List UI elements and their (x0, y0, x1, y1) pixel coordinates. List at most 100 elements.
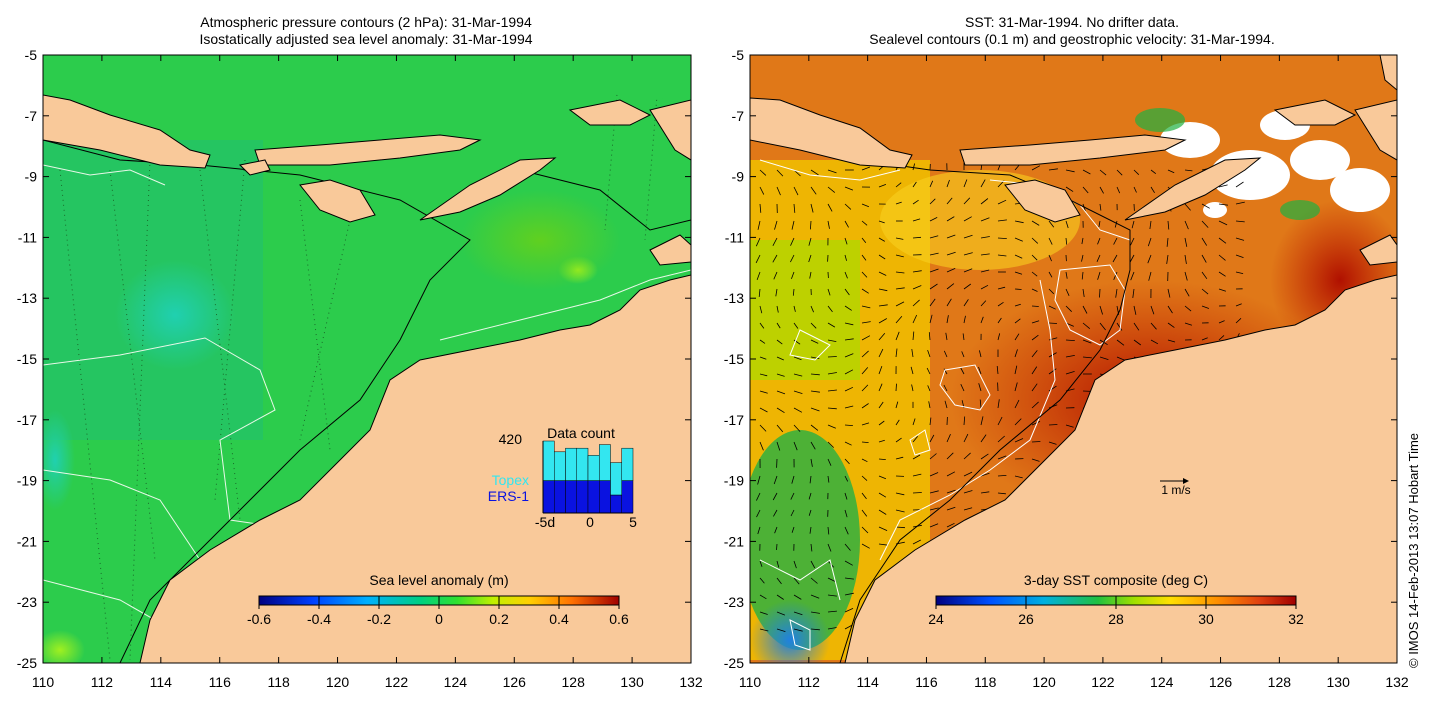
velocity-vector (1184, 254, 1187, 264)
velocity-vector (776, 424, 784, 433)
velocity-vector (844, 288, 850, 296)
inset-bar-topex (621, 447, 634, 481)
velocity-vector (757, 526, 761, 535)
velocity-vector (912, 539, 921, 545)
inset-bar-ers (587, 480, 600, 514)
inset-bar-ers (621, 480, 634, 514)
velocity-vector (980, 472, 990, 477)
right-y-tick-label: -19 (724, 473, 744, 489)
velocity-vector (861, 350, 869, 358)
right-title-line2: Sealevel contours (0.1 m) and geostrophi… (869, 31, 1274, 47)
left-x-tick-label: 118 (267, 674, 290, 690)
velocity-vector (1150, 339, 1159, 345)
velocity-vector (1116, 356, 1125, 361)
velocity-vector (878, 475, 887, 480)
right-axes: -5 -7 -9 -11 -13 -15 -17 -19 -21 -23 -25 110 112 114 1… (724, 47, 1409, 690)
right-y-tick-label: -5 (732, 47, 745, 63)
velocity-vector (1031, 350, 1038, 358)
velocity-vector (1167, 288, 1171, 298)
inset-bar-topex (599, 444, 611, 481)
velocity-vector (827, 526, 830, 535)
velocity-vector (1218, 320, 1225, 324)
velocity-vector (1235, 237, 1245, 241)
bathymetry-contour (43, 139, 471, 663)
velocity-vector (1147, 237, 1152, 247)
velocity-vector (895, 419, 900, 426)
right-map: SST: 31-Mar-1994. No drifter data. Seale… (724, 14, 1409, 690)
velocity-vector (895, 254, 904, 258)
velocity-vector (963, 268, 973, 273)
left-colorbar-tick-label: 0 (435, 611, 443, 627)
velocity-vector (1218, 220, 1228, 226)
velocity-vector (755, 237, 761, 247)
velocity-vector (878, 365, 883, 375)
velocity-vector (861, 271, 868, 278)
velocity-vector (827, 458, 832, 466)
velocity-vector (793, 424, 801, 432)
velocity-vector (844, 271, 848, 279)
right-colorbar-ticks: 24 26 28 30 32 (928, 596, 1304, 627)
velocity-vector (1065, 237, 1068, 245)
left-y-tick-label: -21 (17, 533, 37, 549)
velocity-vector (1150, 322, 1157, 330)
bathymetry-contour-right (779, 139, 1131, 663)
velocity-vector (791, 220, 795, 230)
velocity-vector (759, 407, 768, 413)
velocity-vector (895, 287, 905, 290)
velocity-vector (1133, 305, 1137, 315)
velocity-vector (878, 304, 888, 307)
velocity-vector (1014, 333, 1020, 341)
velocity-vector (929, 283, 938, 290)
velocity-vector (963, 507, 973, 511)
velocity-vector (793, 339, 801, 345)
velocity-vector (980, 236, 990, 239)
velocity-vector (946, 298, 952, 307)
velocity-vector (1133, 322, 1140, 331)
velocity-vector (1184, 220, 1189, 230)
velocity-vector (1081, 254, 1084, 262)
velocity-vector (810, 424, 819, 431)
velocity-vector (895, 201, 902, 205)
velocity-vector (878, 401, 884, 409)
velocity-vector (844, 424, 853, 426)
velocity-vector (1081, 271, 1084, 280)
velocity-vector (827, 339, 837, 342)
left-map-canvas: Data count 420 Topex ERS-1 -5d 0 5 Sea l… (43, 55, 691, 663)
velocity-vector (861, 254, 867, 261)
sst-cold-region (750, 600, 830, 663)
velocity-vector (773, 271, 778, 280)
velocity-vector (844, 353, 854, 358)
velocity-vector (1147, 254, 1152, 264)
velocity-vector (963, 433, 969, 443)
velocity-vector (927, 385, 931, 392)
velocity-vector (844, 543, 851, 551)
velocity-vector (759, 373, 768, 377)
velocity-vector (810, 305, 814, 313)
velocity-vector (878, 383, 883, 392)
velocity-vector (1014, 438, 1024, 443)
velocity-vector (1130, 271, 1135, 281)
velocity-vector (844, 592, 854, 596)
velocity-vector (793, 390, 803, 394)
left-x-tick-label: 116 (209, 674, 232, 690)
velocity-vector (1201, 337, 1208, 341)
velocity-vector (776, 322, 781, 329)
velocity-vector (861, 492, 867, 500)
velocity-vector (775, 288, 778, 297)
velocity-vector (808, 254, 812, 263)
velocity-vector (1065, 169, 1075, 173)
velocity-vector (772, 237, 778, 246)
velocity-vector (844, 405, 854, 409)
velocity-vector (759, 611, 768, 615)
velocity-vector (1014, 365, 1018, 375)
velocity-vector (1218, 203, 1228, 206)
inset-bar-ers (565, 480, 577, 514)
velocity-vector (1201, 254, 1207, 263)
velocity-vector (912, 492, 922, 494)
left-y-tick-label: -9 (25, 169, 38, 185)
velocity-vector (1065, 339, 1075, 341)
velocity-vector (827, 322, 836, 328)
velocity-vector (997, 333, 1001, 341)
velocity-vector (946, 251, 956, 256)
velocity-vector (997, 475, 1007, 477)
